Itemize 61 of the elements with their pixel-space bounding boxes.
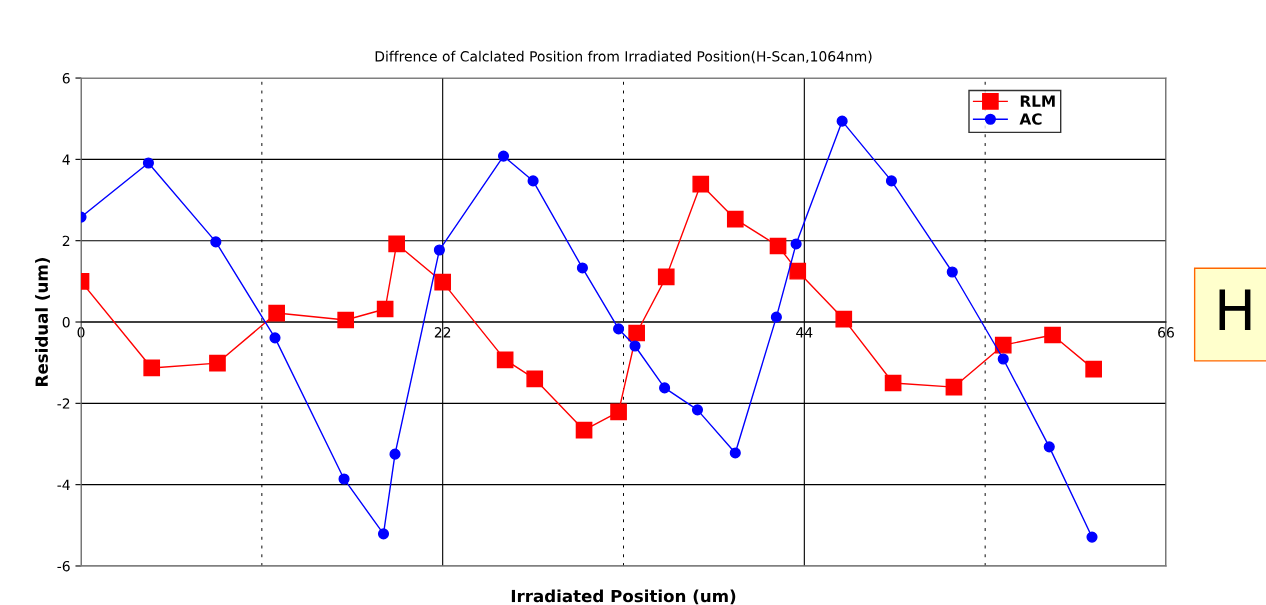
y-tick-label: -2 (57, 398, 70, 409)
point (726, 210, 744, 228)
point (628, 324, 645, 342)
point (997, 353, 1009, 365)
point (337, 311, 355, 329)
point (657, 268, 675, 286)
chart-title: Diffrence of Calclated Position from Irradiated Position(H-Scan,1064nm) (375, 50, 872, 64)
point (770, 311, 782, 323)
point (789, 262, 807, 280)
y-tick-label: -4 (57, 479, 70, 490)
point (692, 175, 710, 193)
point (389, 448, 401, 460)
point (945, 378, 963, 396)
point (143, 359, 161, 377)
y-tick-label: 4 (62, 154, 70, 165)
point (885, 175, 898, 187)
point (1044, 326, 1061, 344)
point (610, 403, 627, 421)
point (142, 157, 154, 169)
point (433, 244, 445, 256)
point (497, 150, 510, 162)
point (388, 235, 405, 253)
legend-label: RLM (1020, 95, 1055, 107)
point (946, 266, 958, 278)
x-tick-label: 66 (1158, 327, 1174, 338)
point (1086, 531, 1098, 543)
point (790, 238, 802, 250)
y-tick-label: 2 (62, 235, 70, 246)
point (210, 236, 222, 248)
x-axis-title: Irradiated Position (um) (511, 589, 736, 605)
point (377, 528, 390, 540)
point (527, 175, 539, 187)
point (884, 374, 902, 392)
point (729, 447, 741, 459)
point (209, 354, 226, 372)
point (994, 336, 1012, 354)
point (1085, 360, 1102, 378)
point (659, 382, 671, 394)
y-tick-label: -6 (57, 560, 70, 572)
point (269, 332, 281, 344)
point (576, 262, 588, 274)
point (691, 404, 704, 416)
y-tick-label: 0 (62, 316, 70, 328)
point (434, 273, 452, 291)
point (629, 340, 641, 352)
point (376, 300, 394, 318)
point (496, 351, 514, 369)
point (769, 237, 787, 255)
point (1043, 441, 1055, 453)
point (835, 310, 853, 328)
point (526, 370, 544, 388)
text: H (1219, 289, 1251, 330)
y-tick-label: 6 (62, 73, 70, 84)
point (613, 323, 625, 335)
point (575, 421, 593, 439)
point (268, 304, 285, 322)
x-tick-label: 0 (77, 327, 85, 338)
legend-label: AC (1019, 113, 1042, 125)
y-axis-title: Residual (um) (35, 258, 50, 386)
point (836, 115, 848, 127)
point (338, 473, 350, 485)
